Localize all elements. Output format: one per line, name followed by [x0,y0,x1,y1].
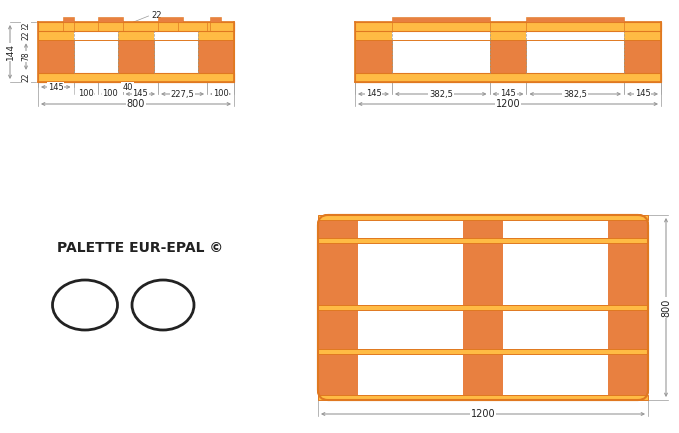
Text: 800: 800 [127,99,145,109]
Bar [608,310,648,349]
Bar [153,31,198,73]
Bar [608,243,648,305]
Bar [38,73,234,82]
Bar [318,310,358,349]
Bar [608,220,648,238]
Bar [318,220,648,238]
Bar [526,31,624,73]
Text: PALETTE EUR-EPAL ©: PALETTE EUR-EPAL © [57,241,223,255]
Text: 145: 145 [132,90,148,98]
Text: 1200: 1200 [496,99,520,109]
Bar [38,40,73,73]
Bar [318,215,648,220]
Text: 145: 145 [48,83,64,91]
Ellipse shape [52,280,117,330]
Bar [490,40,526,73]
Bar [318,310,648,349]
Bar [62,17,73,22]
Bar [463,354,503,395]
Bar [118,40,153,73]
Text: 100: 100 [78,90,94,98]
Text: 22: 22 [151,12,162,20]
Bar [38,22,234,82]
Text: 100: 100 [103,90,118,98]
Bar [463,310,503,349]
Bar [98,17,122,22]
Text: 145: 145 [635,90,650,98]
Bar [318,354,358,395]
Bar [318,238,648,243]
Text: 145: 145 [500,90,516,98]
Bar [318,243,358,305]
Ellipse shape [132,280,194,330]
Text: 227,5: 227,5 [170,90,194,98]
Text: EUR: EUR [147,298,179,312]
Text: 800: 800 [661,298,671,317]
Bar [392,31,490,73]
Text: 1200: 1200 [471,409,495,419]
Bar [463,220,503,238]
Bar [318,395,648,400]
Text: 40: 40 [122,83,132,91]
Text: 382,5: 382,5 [429,90,453,98]
Bar [463,243,503,305]
Bar [355,73,661,82]
Bar [318,220,358,238]
Bar [158,17,183,22]
Text: 78: 78 [22,52,31,61]
Bar [355,40,392,73]
Bar [355,22,661,82]
Text: 22: 22 [22,31,31,41]
Bar [38,22,234,31]
Bar [198,40,234,73]
Bar [392,16,490,22]
Text: 382,5: 382,5 [564,90,587,98]
Text: 144: 144 [5,43,14,61]
Bar [318,305,648,310]
Bar [318,349,648,354]
FancyBboxPatch shape [318,215,648,400]
Bar [624,40,661,73]
Bar [73,31,118,73]
Text: 145: 145 [365,90,382,98]
Text: 22: 22 [22,22,31,31]
Bar [355,22,661,31]
Bar [318,354,648,395]
Text: EPAL: EPAL [66,298,104,312]
Text: 100: 100 [213,90,228,98]
Text: 22: 22 [22,73,31,82]
Bar [318,243,648,305]
Bar [608,354,648,395]
Bar [210,17,221,22]
Bar [526,16,624,22]
